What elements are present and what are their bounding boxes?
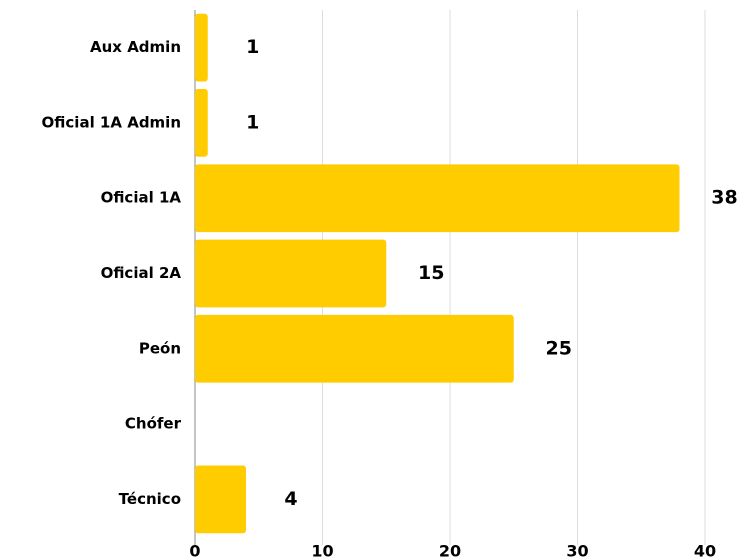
y-tick-label: Oficial 2A — [101, 264, 182, 282]
y-tick-label: Oficial 1A Admin — [42, 113, 181, 131]
bar — [195, 239, 387, 308]
bar — [195, 465, 246, 534]
bar — [195, 13, 208, 82]
value-label: 1 — [246, 111, 259, 133]
y-tick-label: Chófer — [125, 415, 182, 433]
x-tick-label: 10 — [311, 542, 333, 559]
y-tick-label: Aux Admin — [90, 38, 181, 56]
bar — [195, 314, 514, 383]
value-label: 15 — [418, 262, 444, 284]
value-label: 25 — [546, 337, 572, 359]
x-tick-label: 40 — [694, 542, 716, 559]
value-label: 4 — [284, 488, 297, 510]
y-tick-label: Técnico — [119, 490, 181, 508]
value-label: 1 — [246, 36, 259, 58]
value-label: 38 — [711, 187, 737, 209]
y-tick-label: Oficial 1A — [101, 189, 182, 207]
y-tick-label: Peón — [139, 339, 181, 357]
bar — [195, 164, 680, 233]
bar — [195, 89, 208, 157]
x-tick-label: 30 — [566, 542, 588, 559]
x-tick-label: 0 — [189, 542, 200, 559]
x-tick-label: 20 — [439, 542, 461, 559]
